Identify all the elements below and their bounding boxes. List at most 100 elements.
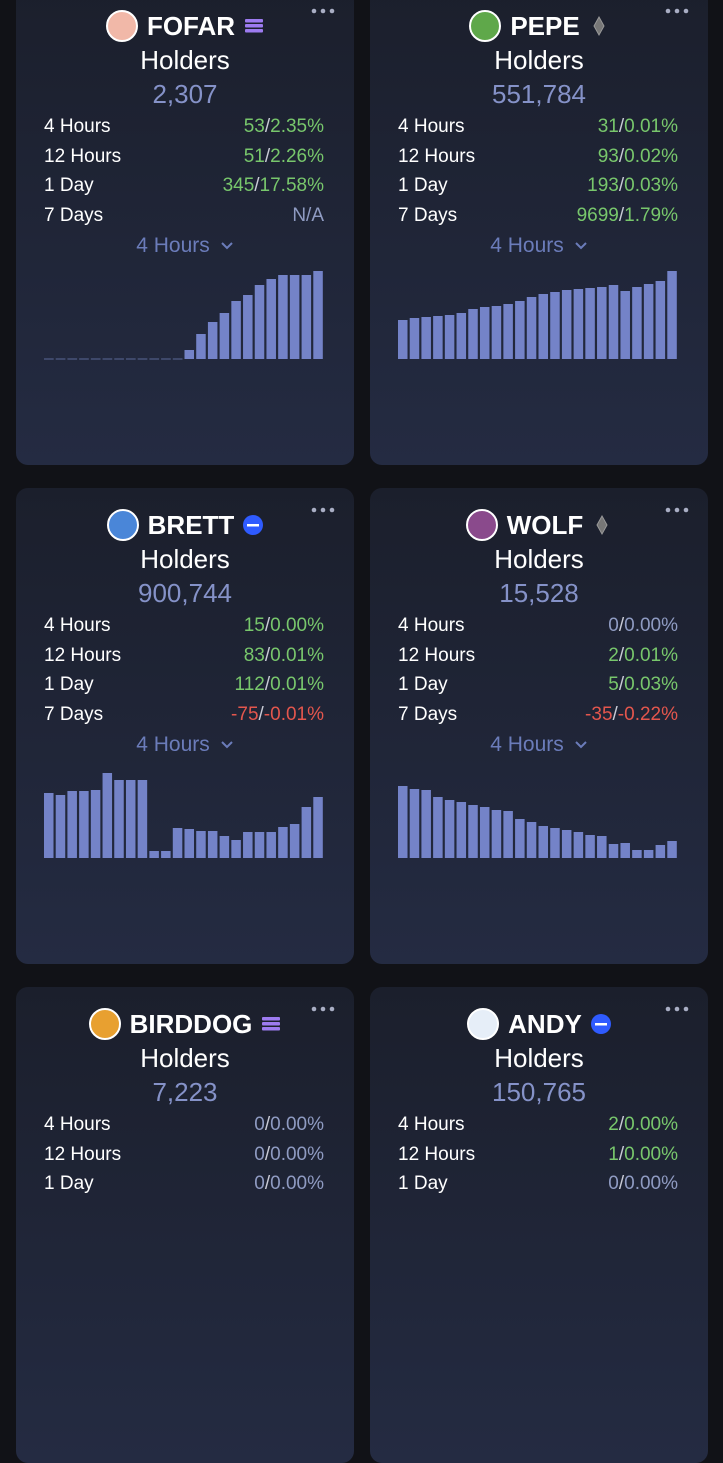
bar	[667, 271, 677, 359]
change-pct: 0.01%	[270, 644, 324, 666]
menu-dot	[329, 507, 335, 513]
icon-circle	[469, 10, 502, 42]
separator: /	[618, 615, 625, 636]
token-name: WOLF	[506, 509, 584, 540]
interval-dropdown[interactable]: 4 Hours	[370, 733, 708, 757]
interval-dropdown[interactable]: 4 Hours	[370, 234, 708, 258]
token-icon	[469, 10, 502, 42]
bar	[137, 780, 148, 858]
bar	[608, 285, 619, 359]
change-count: 31	[597, 116, 619, 137]
period-label: 7 Days	[44, 204, 104, 226]
change-value: 15/0.00%	[244, 615, 324, 637]
bar	[526, 297, 537, 359]
holders-chart	[398, 271, 677, 359]
interval-label: 4 Hours	[490, 234, 564, 257]
change-value: -75/-0.01%	[231, 704, 324, 726]
bar	[421, 317, 431, 359]
bar	[468, 805, 478, 858]
change-pct: 2.35%	[270, 116, 324, 137]
more-menu[interactable]	[310, 6, 336, 16]
change-count: 345	[222, 175, 255, 197]
bar	[608, 844, 619, 858]
token-card: BIRDDOG Holders 7,223 4 Hours 0/0.00% 12 Hour…	[16, 987, 354, 1463]
bar	[125, 780, 136, 858]
token-card: BRETT Holders 900,744 4 Hours 15/0.00% 12 Hou…	[16, 488, 354, 964]
bar	[243, 295, 253, 359]
bar	[196, 831, 206, 858]
bar	[515, 819, 525, 858]
bar	[597, 287, 607, 359]
chevron	[221, 242, 233, 250]
holders-label: Holders	[140, 544, 230, 574]
interval-dropdown[interactable]: 4 Hours	[16, 234, 354, 258]
bar	[409, 789, 420, 858]
interval-dropdown[interactable]: 4 Hours	[16, 733, 354, 757]
change-value: 0/0.00%	[254, 1144, 324, 1166]
change-pct: -0.01%	[263, 703, 324, 725]
change-count: 15	[243, 615, 265, 636]
menu-dot	[665, 507, 671, 513]
bar	[456, 802, 467, 858]
more-menu[interactable]	[310, 505, 336, 515]
change-count: 2	[608, 644, 619, 666]
card-header: BIRDDOG	[16, 1007, 354, 1041]
bar	[289, 824, 300, 858]
card-header: WOLF	[370, 508, 708, 542]
change-count: -75	[231, 703, 259, 725]
period-label: 12 Hours	[44, 1143, 122, 1165]
change-value: 112/0.01%	[235, 674, 324, 696]
chevron	[575, 741, 587, 749]
bar	[573, 289, 584, 359]
bar	[102, 773, 113, 858]
change-pct: 0.03%	[624, 674, 678, 696]
bar	[184, 829, 195, 858]
change-value: 93/0.02%	[598, 146, 678, 168]
bar	[643, 850, 654, 858]
icon-circle	[88, 1008, 121, 1040]
menu-dot	[665, 1006, 671, 1012]
chain-icon	[590, 1014, 611, 1034]
change-count: 93	[597, 145, 619, 167]
change-count: 53	[243, 116, 265, 137]
change-pct: 0.00%	[270, 1114, 324, 1135]
bar	[114, 780, 124, 858]
token-icon	[467, 1008, 500, 1040]
base-bar	[247, 524, 260, 527]
period-label: 7 Days	[44, 703, 104, 725]
separator: /	[618, 145, 625, 167]
menu-dot	[329, 1006, 335, 1012]
more-menu[interactable]	[664, 505, 690, 515]
sol-stripe	[245, 24, 264, 28]
bar	[266, 832, 276, 858]
bar	[254, 285, 265, 359]
separator: /	[264, 116, 271, 137]
more-menu[interactable]	[664, 1004, 690, 1014]
more-menu[interactable]	[310, 1004, 336, 1014]
change-value: 2/0.01%	[608, 645, 678, 667]
period-label: 4 Hours	[44, 1114, 111, 1135]
token-icon	[106, 509, 139, 541]
menu-dot	[320, 8, 326, 14]
interval-label: 4 Hours	[490, 733, 564, 756]
bar	[421, 790, 431, 858]
token-name: ANDY	[508, 1008, 582, 1039]
bar	[207, 322, 218, 359]
bar	[289, 275, 300, 359]
bar	[444, 800, 455, 858]
separator: /	[264, 644, 271, 666]
period-label: 1 Day	[44, 1173, 94, 1195]
bar	[313, 797, 323, 858]
change-value: 83/0.01%	[244, 645, 324, 667]
change-count: 0	[608, 615, 619, 636]
period-label: 12 Hours	[398, 1143, 476, 1165]
change-pct: 17.58%	[259, 175, 324, 197]
change-pct: 1.79%	[624, 204, 678, 226]
change-pct: 0.00%	[624, 1143, 678, 1165]
more-menu[interactable]	[664, 6, 690, 16]
separator: /	[264, 1143, 271, 1165]
period-label: 7 Days	[398, 204, 458, 226]
menu-dot	[311, 1006, 317, 1012]
menu-dot	[674, 8, 680, 14]
period-label: 4 Hours	[398, 615, 465, 636]
